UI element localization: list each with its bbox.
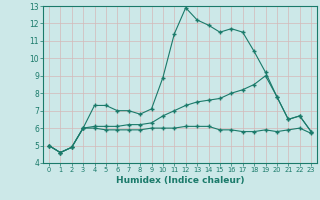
X-axis label: Humidex (Indice chaleur): Humidex (Indice chaleur)	[116, 176, 244, 185]
